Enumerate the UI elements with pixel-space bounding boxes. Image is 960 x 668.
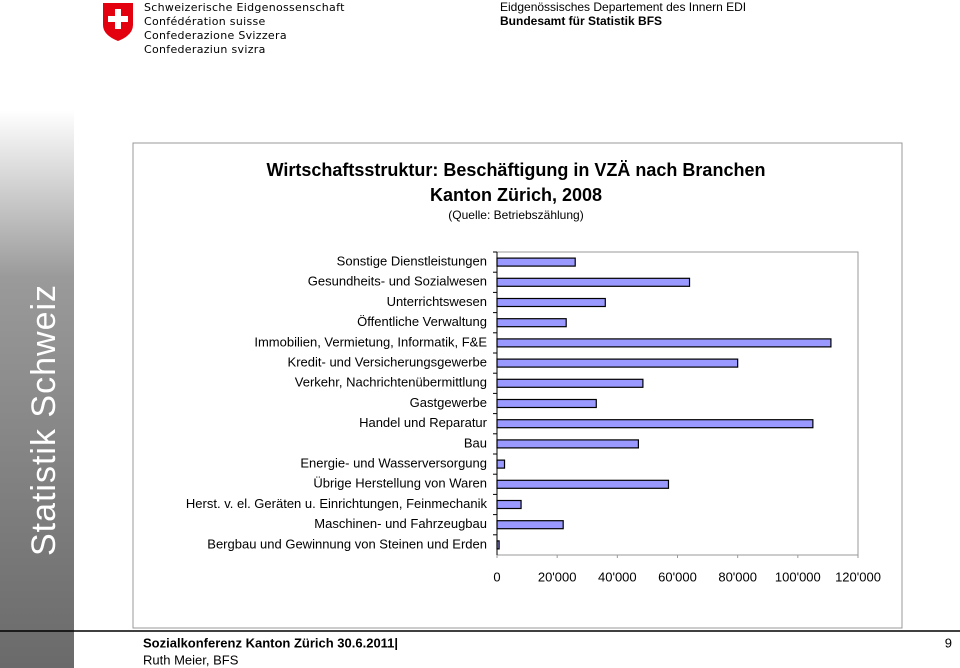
x-tick-label: 120'000 [835,569,881,584]
y-tick-label: Übrige Herstellung von Waren [313,476,487,491]
logo-line: Schweizerische Eidgenossenschaft [144,1,345,14]
footer-event: Sozialkonferenz Kanton Zürich 30.6.2011| [143,635,398,650]
bar [496,439,639,449]
bar [496,419,814,429]
y-tick-label: Bergbau und Gewinnung von Steinen und Er… [207,536,487,551]
page-number: 9 [945,635,952,650]
y-tick-label: Sonstige Dienstleistungen [337,254,487,269]
footer-author: Ruth Meier, BFS [143,652,239,667]
logo-line: Confederazione Svizzera [144,29,287,42]
y-tick-label: Gesundheits- und Sozialwesen [308,274,487,289]
logo-line: Confederaziun svizra [144,43,266,56]
department: Eidgenössisches Departement des Innern E… [500,0,746,14]
bar [496,520,564,530]
bar [496,499,522,510]
x-tick-label: 20'000 [538,569,577,584]
chart-title: Wirtschaftsstruktur: Beschäftigung in VZ… [267,160,766,180]
x-tick-label: 60'000 [658,569,697,584]
y-tick-label: Bau [464,435,487,450]
y-tick-label: Maschinen- und Fahrzeugbau [314,516,487,531]
y-tick-label: Verkehr, Nachrichtenübermittlung [295,375,487,390]
chart-source: (Quelle: Betriebszählung) [448,208,583,222]
y-tick-label: Gastgewerbe [410,395,487,410]
bar [496,378,644,388]
sidebar-text: Statistik Schweiz [25,284,63,556]
y-tick-label: Herst. v. el. Geräten u. Einrichtungen, … [186,496,488,511]
bar [496,257,576,267]
y-tick-label: Immobilien, Vermietung, Informatik, F&E [254,334,487,349]
chart-subtitle: Kanton Zürich, 2008 [430,185,602,205]
bar [496,318,567,328]
x-tick-label: 0 [493,569,500,584]
bar [496,398,597,409]
swiss-logo [103,3,133,41]
bar [496,358,739,368]
logo-line: Confédération suisse [144,15,266,28]
bar [496,338,832,348]
y-tick-label: Öffentliche Verwaltung [357,314,487,329]
x-tick-label: 80'000 [718,569,757,584]
y-tick-label: Energie- und Wasserversorgung [300,456,487,471]
bar [496,540,500,550]
y-tick-label: Unterrichtswesen [387,294,487,309]
x-tick-label: 100'000 [775,569,821,584]
bar [496,297,606,308]
bar [496,479,670,489]
office: Bundesamt für Statistik BFS [500,14,662,28]
y-tick-label: Kredit- und Versicherungsgewerbe [288,355,487,370]
bar [496,277,691,287]
x-tick-label: 40'000 [598,569,637,584]
y-tick-label: Handel und Reparatur [359,415,488,430]
bar [496,459,506,469]
sidebar [0,110,74,668]
